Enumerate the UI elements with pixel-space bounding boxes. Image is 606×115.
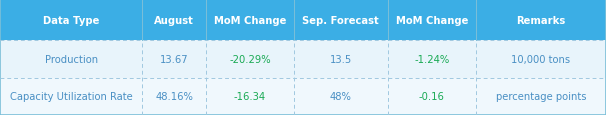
Text: 48.16%: 48.16% <box>155 92 193 101</box>
Text: Capacity Utilization Rate: Capacity Utilization Rate <box>10 92 133 101</box>
Bar <box>0 41 606 78</box>
Text: MoM Change: MoM Change <box>396 15 468 25</box>
Text: MoM Change: MoM Change <box>214 15 286 25</box>
Bar <box>0 0 606 41</box>
Text: August: August <box>155 15 194 25</box>
Text: 13.67: 13.67 <box>160 54 188 64</box>
Text: -0.16: -0.16 <box>419 92 445 101</box>
Text: -16.34: -16.34 <box>234 92 266 101</box>
Text: percentage points: percentage points <box>496 92 586 101</box>
Text: 48%: 48% <box>330 92 352 101</box>
Text: 10,000 tons: 10,000 tons <box>511 54 570 64</box>
Text: Production: Production <box>45 54 98 64</box>
Text: 13.5: 13.5 <box>330 54 352 64</box>
Text: -1.24%: -1.24% <box>414 54 450 64</box>
Text: Remarks: Remarks <box>516 15 565 25</box>
Text: Data Type: Data Type <box>43 15 99 25</box>
Text: -20.29%: -20.29% <box>229 54 271 64</box>
Bar <box>0 78 606 115</box>
Text: Sep. Forecast: Sep. Forecast <box>302 15 379 25</box>
